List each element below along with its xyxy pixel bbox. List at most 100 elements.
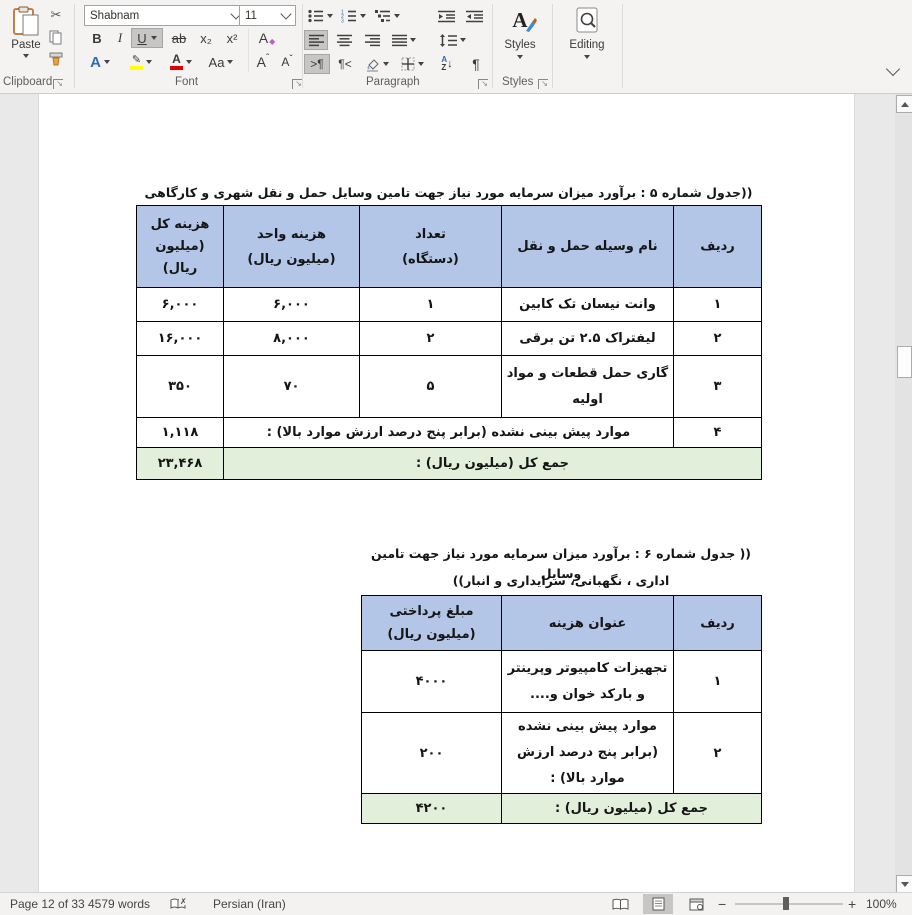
shrink-font-button[interactable]: A ˇ: [281, 53, 293, 70]
justify-button[interactable]: [388, 30, 420, 50]
scrollbar-thumb[interactable]: [897, 346, 912, 378]
font-color-button[interactable]: A: [166, 52, 196, 72]
print-layout-button[interactable]: [643, 894, 673, 914]
svg-text:2: 2: [341, 14, 344, 20]
decrease-indent-button[interactable]: [434, 6, 458, 26]
table2-total-row: جمع کل (میلیون ریال) : ۴۲۰۰: [361, 793, 762, 824]
scroll-down-button[interactable]: [896, 875, 912, 893]
subscript-label: x₂: [200, 30, 212, 46]
zoom-level-status[interactable]: 100%: [866, 897, 897, 911]
bullets-dropdown-icon: [326, 14, 333, 18]
table2-title-line2: اداری ، نگهبانی، سرایداری و انبار)): [452, 573, 670, 588]
multilevel-list-button[interactable]: [372, 6, 402, 26]
font-color-icon: A: [170, 53, 183, 70]
line-spacing-icon: [440, 33, 457, 47]
paragraph-group-label: Paragraph: [366, 76, 420, 88]
zoom-out-button[interactable]: −: [718, 896, 727, 912]
font-size-combobox[interactable]: 11: [239, 5, 296, 26]
sort-icon: A Z ↓: [441, 55, 453, 72]
borders-dropdown-icon: [417, 62, 424, 66]
format-painter-icon: [48, 51, 64, 67]
italic-label: I: [117, 30, 123, 45]
rtl-direction-button[interactable]: ¶<: [332, 54, 358, 74]
table-row: ۱ تجهیزات کامپیوتر وپرینتر و بارکد خوان …: [361, 650, 762, 713]
styles-button[interactable]: A Styles: [497, 5, 543, 75]
table2-title-line1: (( جدول شماره ۶ : برآورد میزان سرمایه مو…: [370, 546, 752, 581]
scissors-icon: ✂: [50, 7, 62, 22]
editing-button[interactable]: Editing: [558, 5, 616, 75]
styles-dialog-launcher[interactable]: ↘: [538, 79, 548, 89]
ltr-direction-button[interactable]: >¶: [304, 54, 330, 74]
table2-office-costs: ردیف عنوان هزینه مبلغ پرداختی (میلیون ریا…: [361, 595, 762, 824]
total-value-cell: ۲۳,۴۶۸: [136, 447, 224, 480]
paste-dropdown-icon: [23, 54, 29, 58]
shrink-font-icon: A: [281, 55, 290, 69]
total-value-cell: ۴۲۰۰: [361, 793, 502, 824]
highlight-button[interactable]: ✎: [126, 52, 156, 72]
change-case-label: Aa: [208, 54, 225, 70]
show-hide-pilcrow-button[interactable]: ¶: [464, 54, 488, 74]
numbering-dropdown-icon: [359, 14, 366, 18]
grow-font-button[interactable]: A ˆ: [256, 52, 270, 71]
font-name-combobox[interactable]: Shabnam: [84, 5, 246, 26]
decrease-indent-icon: [437, 10, 455, 23]
grow-font-icon: A: [256, 54, 266, 70]
align-center-button[interactable]: [332, 30, 356, 50]
justify-dropdown-icon: [410, 38, 416, 42]
zoom-slider-thumb[interactable]: [783, 897, 789, 910]
increase-indent-button[interactable]: [462, 6, 486, 26]
styles-icon: A: [512, 5, 538, 35]
align-left-button[interactable]: [304, 30, 328, 50]
bullets-button[interactable]: [306, 6, 334, 26]
subscript-button[interactable]: x₂: [194, 28, 218, 48]
bold-button[interactable]: B: [87, 28, 107, 48]
collapse-ribbon-button[interactable]: [882, 61, 904, 80]
clipboard-dialog-launcher[interactable]: ↘: [53, 79, 63, 89]
change-case-button[interactable]: Aa: [204, 52, 238, 72]
scroll-up-button[interactable]: [896, 95, 912, 113]
shading-icon: [365, 57, 380, 72]
read-mode-icon: [612, 898, 629, 911]
text-effects-button[interactable]: A: [86, 52, 114, 72]
pilcrow-icon: ¶: [472, 56, 480, 72]
copy-button[interactable]: [46, 28, 66, 46]
page-number-status[interactable]: Page 12 of 33: [10, 897, 85, 911]
borders-button[interactable]: [396, 54, 428, 74]
font-dialog-launcher[interactable]: ↘: [292, 79, 302, 89]
vertical-scrollbar[interactable]: [895, 94, 912, 893]
document-page[interactable]: ((جدول شماره ۵ : برآورد میزان سرمایه مور…: [38, 94, 855, 893]
sort-button[interactable]: A Z ↓: [434, 54, 460, 74]
italic-button[interactable]: I: [110, 28, 130, 48]
align-right-button[interactable]: [360, 30, 384, 50]
font-name-value: Shabnam: [90, 9, 140, 22]
superscript-button[interactable]: x²: [220, 28, 244, 48]
web-layout-icon: [689, 898, 704, 911]
table1-header-unit-cost: هزینه واحد (میلیون ریال): [223, 205, 360, 288]
zoom-slider-track[interactable]: [735, 903, 843, 905]
line-spacing-button[interactable]: [436, 30, 470, 50]
zoom-in-button[interactable]: +: [848, 896, 857, 912]
word-count-status[interactable]: 4579 words: [88, 897, 151, 911]
cut-button[interactable]: ✂: [46, 6, 66, 24]
read-mode-button[interactable]: [605, 894, 635, 914]
paste-icon: [13, 6, 39, 36]
proofing-status-button[interactable]: ✗: [170, 893, 187, 915]
svg-text:1: 1: [341, 10, 344, 16]
table-row: ۲ موارد پیش بینی نشده (برابر پنج درصد ار…: [361, 712, 762, 794]
print-layout-icon: [652, 897, 665, 911]
strikethrough-button[interactable]: ab: [166, 28, 192, 48]
table2-header-row-no: ردیف: [673, 595, 762, 651]
underline-button[interactable]: U: [131, 28, 163, 48]
paragraph-dialog-launcher[interactable]: ↘: [478, 79, 488, 89]
shading-button[interactable]: [362, 54, 392, 74]
font-group-label: Font: [175, 76, 199, 88]
highlight-icon: ✎: [130, 54, 143, 70]
web-layout-button[interactable]: [681, 894, 711, 914]
language-status[interactable]: Persian (Iran): [213, 897, 286, 911]
highlight-dropdown-icon: [146, 60, 152, 64]
clear-formatting-button[interactable]: A ◆: [258, 30, 276, 46]
format-painter-button[interactable]: [46, 50, 66, 68]
paste-button[interactable]: Paste: [4, 4, 48, 76]
